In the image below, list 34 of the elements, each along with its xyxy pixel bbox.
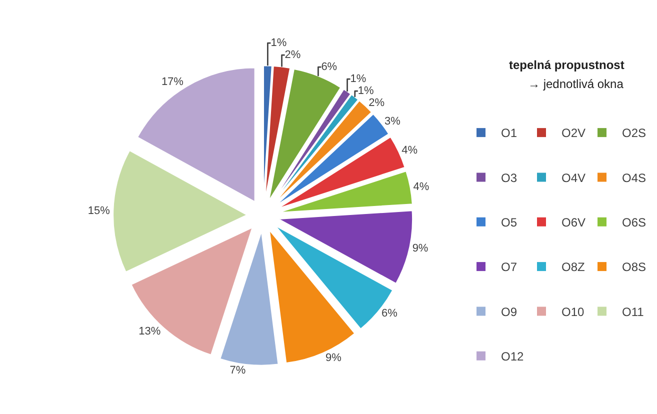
legend-label: O5 [501, 216, 518, 230]
data-label: 2% [284, 49, 301, 62]
legend-label: O6S [622, 216, 646, 230]
legend-label: O10 [562, 304, 585, 319]
legend-label: O7 [501, 260, 518, 274]
legend-label: O1 [501, 126, 518, 140]
data-label: 4% [402, 144, 418, 157]
data-label: 2% [368, 97, 385, 110]
data-label: 1% [350, 73, 366, 86]
data-label: 6% [321, 61, 338, 74]
legend-label: O4V [562, 170, 586, 185]
legend-label: O2S [622, 126, 646, 140]
text: → jednotlivá okna [528, 77, 624, 91]
legend-label: O3 [501, 170, 518, 185]
data-label: 9% [412, 242, 428, 254]
legend-label: O8Z [562, 260, 585, 274]
data-label: 6% [382, 308, 398, 320]
legend-label: O4S [622, 170, 646, 185]
data-label: 15% [88, 204, 110, 217]
data-label: 9% [326, 352, 342, 364]
legend-label: O6V [562, 216, 586, 230]
legend-label: O8S [622, 260, 646, 274]
data-label: 4% [413, 181, 430, 194]
data-label: 1% [270, 37, 287, 50]
legend-label: O2V [562, 126, 586, 140]
data-label: 7% [230, 364, 246, 377]
legend-label: O9 [501, 304, 518, 319]
data-label: 1% [358, 85, 374, 98]
legend-label: O11 [622, 304, 644, 319]
data-label: 3% [384, 115, 401, 128]
data-label: 13% [138, 325, 161, 338]
legend-label: O12 [501, 350, 524, 364]
data-label: 17% [161, 76, 184, 88]
text: tepelná propustnost [509, 58, 624, 72]
